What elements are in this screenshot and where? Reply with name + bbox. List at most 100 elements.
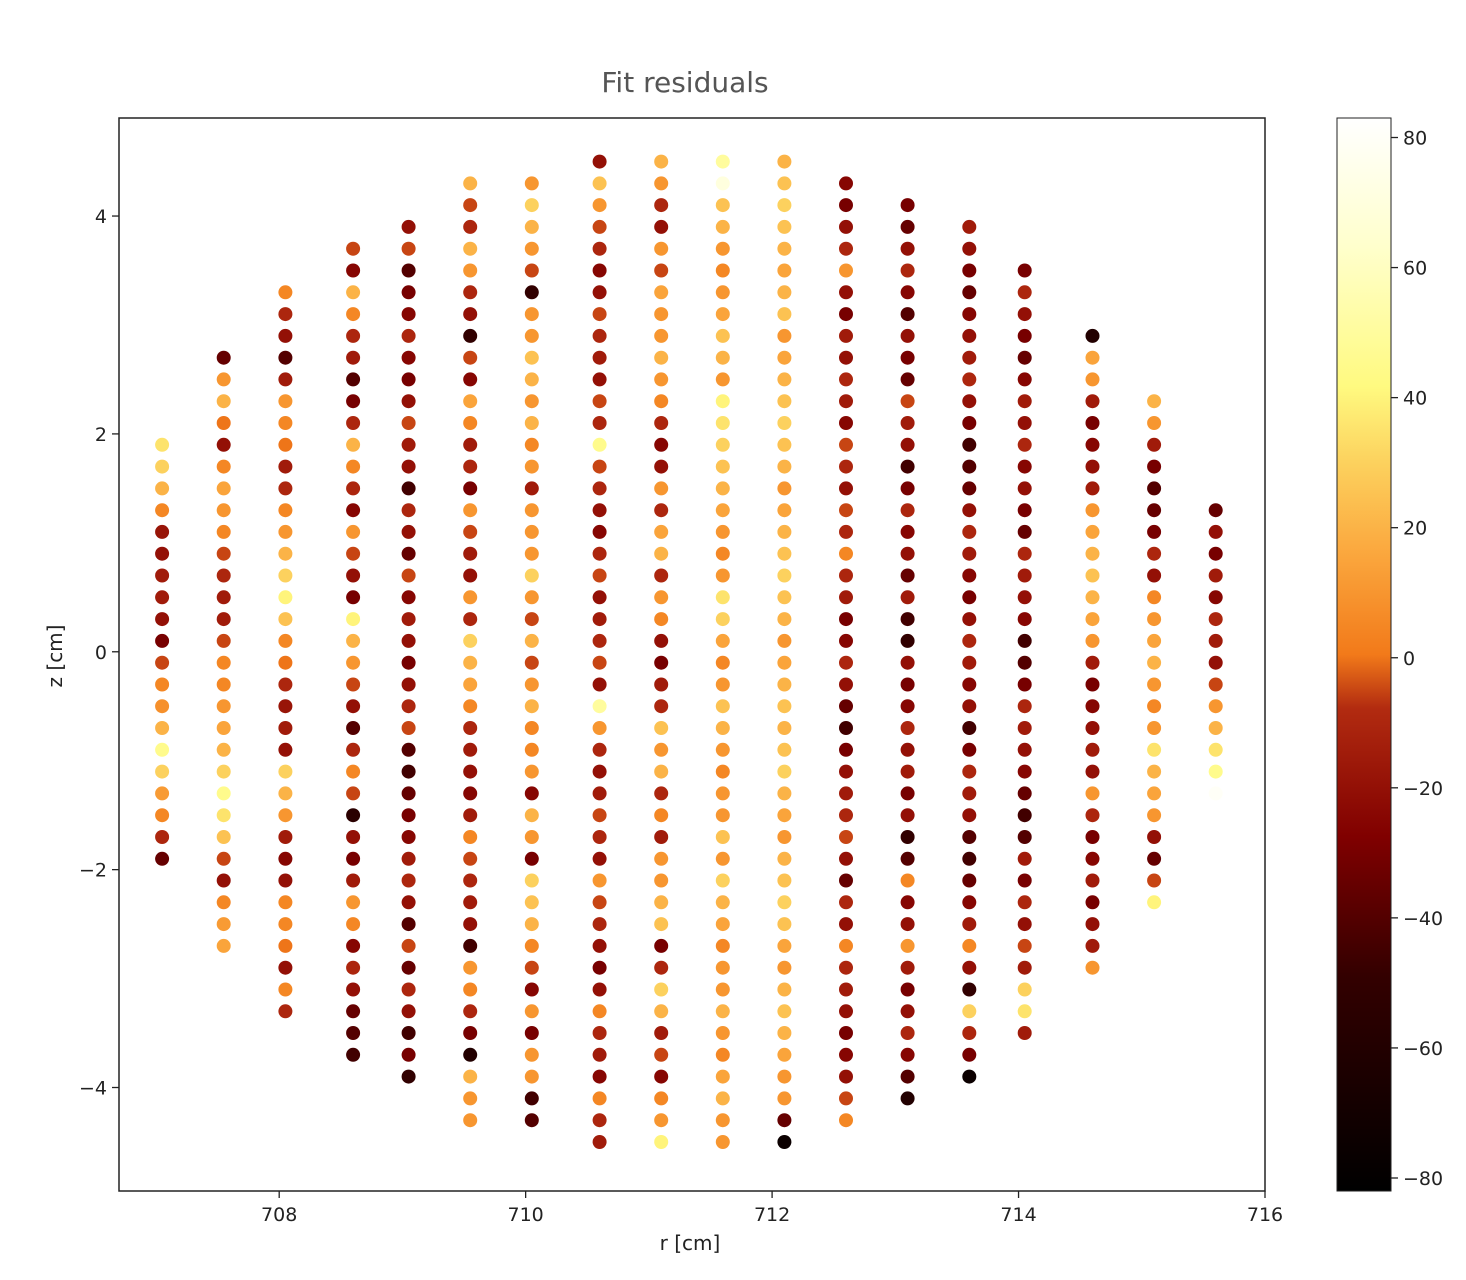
scatter-point [155,677,170,692]
scatter-point [346,830,361,844]
scatter-point [592,307,607,322]
scatter-point [216,808,231,823]
scatter-point [1017,263,1032,278]
scatter-point [463,241,478,256]
scatter-point [155,786,170,801]
scatter-point [463,328,478,343]
scatter-point [654,1113,669,1128]
colorbar-ticks: 80 60 40 20 0 −20 −40 −60 −80 [1391,128,1443,1190]
scatter-point [1208,742,1223,757]
scatter-point [524,960,539,975]
scatter-point [463,764,478,779]
scatter-point [401,633,416,648]
scatter-point [524,938,539,953]
scatter-point [715,546,730,561]
scatter-point [592,808,607,823]
scatter-point [346,524,361,539]
scatter-point [654,677,669,692]
chart-title: Fit residuals [601,66,768,99]
scatter-point [1208,655,1223,670]
scatter-point [777,198,792,213]
scatter-point [715,590,730,605]
scatter-point [592,917,607,932]
scatter-point [278,808,293,823]
scatter-point [1017,633,1032,648]
scatter-point [1085,372,1100,387]
scatter-point [216,459,231,474]
scatter-point [463,524,478,539]
scatter-point [900,764,915,779]
scatter-point [839,742,853,757]
scatter-point [463,612,478,627]
scatter-point [216,590,231,605]
scatter-point [401,612,416,627]
scatter-point [900,350,915,365]
scatter-point [524,524,539,539]
x-tick-label: 714 [1000,1204,1036,1226]
scatter-point [155,524,170,539]
scatter-point [900,786,915,801]
scatter-point [592,1026,607,1040]
scatter-point [524,219,539,234]
scatter-point [900,873,915,888]
scatter-point [346,960,361,975]
scatter-point [1085,459,1100,474]
scatter-point [592,851,607,866]
scatter-point [592,764,607,779]
colorbar-tick-label: 0 [1403,648,1415,670]
scatter-point [346,1026,361,1040]
scatter-point [715,721,730,735]
scatter-point [346,808,361,823]
scatter-point [401,350,416,365]
scatter-point [524,830,539,844]
scatter-point [346,503,361,518]
scatter-point [592,612,607,627]
scatter-point [346,1004,361,1019]
scatter-point [401,1069,416,1084]
scatter-point [654,459,669,474]
scatter-point [1208,612,1223,627]
scatter-point [278,285,293,300]
scatter-point [1085,546,1100,561]
scatter-point [346,568,361,583]
x-tick-label: 708 [261,1204,297,1226]
scatter-point [900,263,915,278]
scatter-point [463,742,478,757]
scatter-point [524,328,539,343]
scatter-point [777,590,792,605]
scatter-point [1147,568,1162,583]
scatter-point [463,721,478,735]
scatter-point [715,416,730,430]
scatter-point [592,263,607,278]
scatter-point [962,764,977,779]
scatter-point [592,437,607,452]
scatter-point [1017,917,1032,932]
scatter-point [1147,830,1162,844]
scatter-point [1208,524,1223,539]
scatter-point [463,982,478,997]
scatter-point [1085,699,1100,714]
scatter-point [839,764,853,779]
scatter-point [715,808,730,823]
scatter-point [216,895,231,910]
scatter-point [900,830,915,844]
scatter-point [278,350,293,365]
scatter-point [278,786,293,801]
y-tick-label: 0 [95,642,107,664]
scatter-point [524,1047,539,1062]
scatter-point [463,1026,478,1040]
scatter-point [962,655,977,670]
scatter-point [463,830,478,844]
scatter-point [401,764,416,779]
scatter-point [592,873,607,888]
scatter-point [592,1047,607,1062]
scatter-point [401,263,416,278]
scatter-point [962,982,977,997]
scatter-point [962,285,977,300]
scatter-point [839,851,853,866]
scatter-point [839,198,853,213]
scatter-point [777,1047,792,1062]
scatter-point [1017,437,1032,452]
scatter-point [401,1004,416,1019]
scatter-point [1017,895,1032,910]
